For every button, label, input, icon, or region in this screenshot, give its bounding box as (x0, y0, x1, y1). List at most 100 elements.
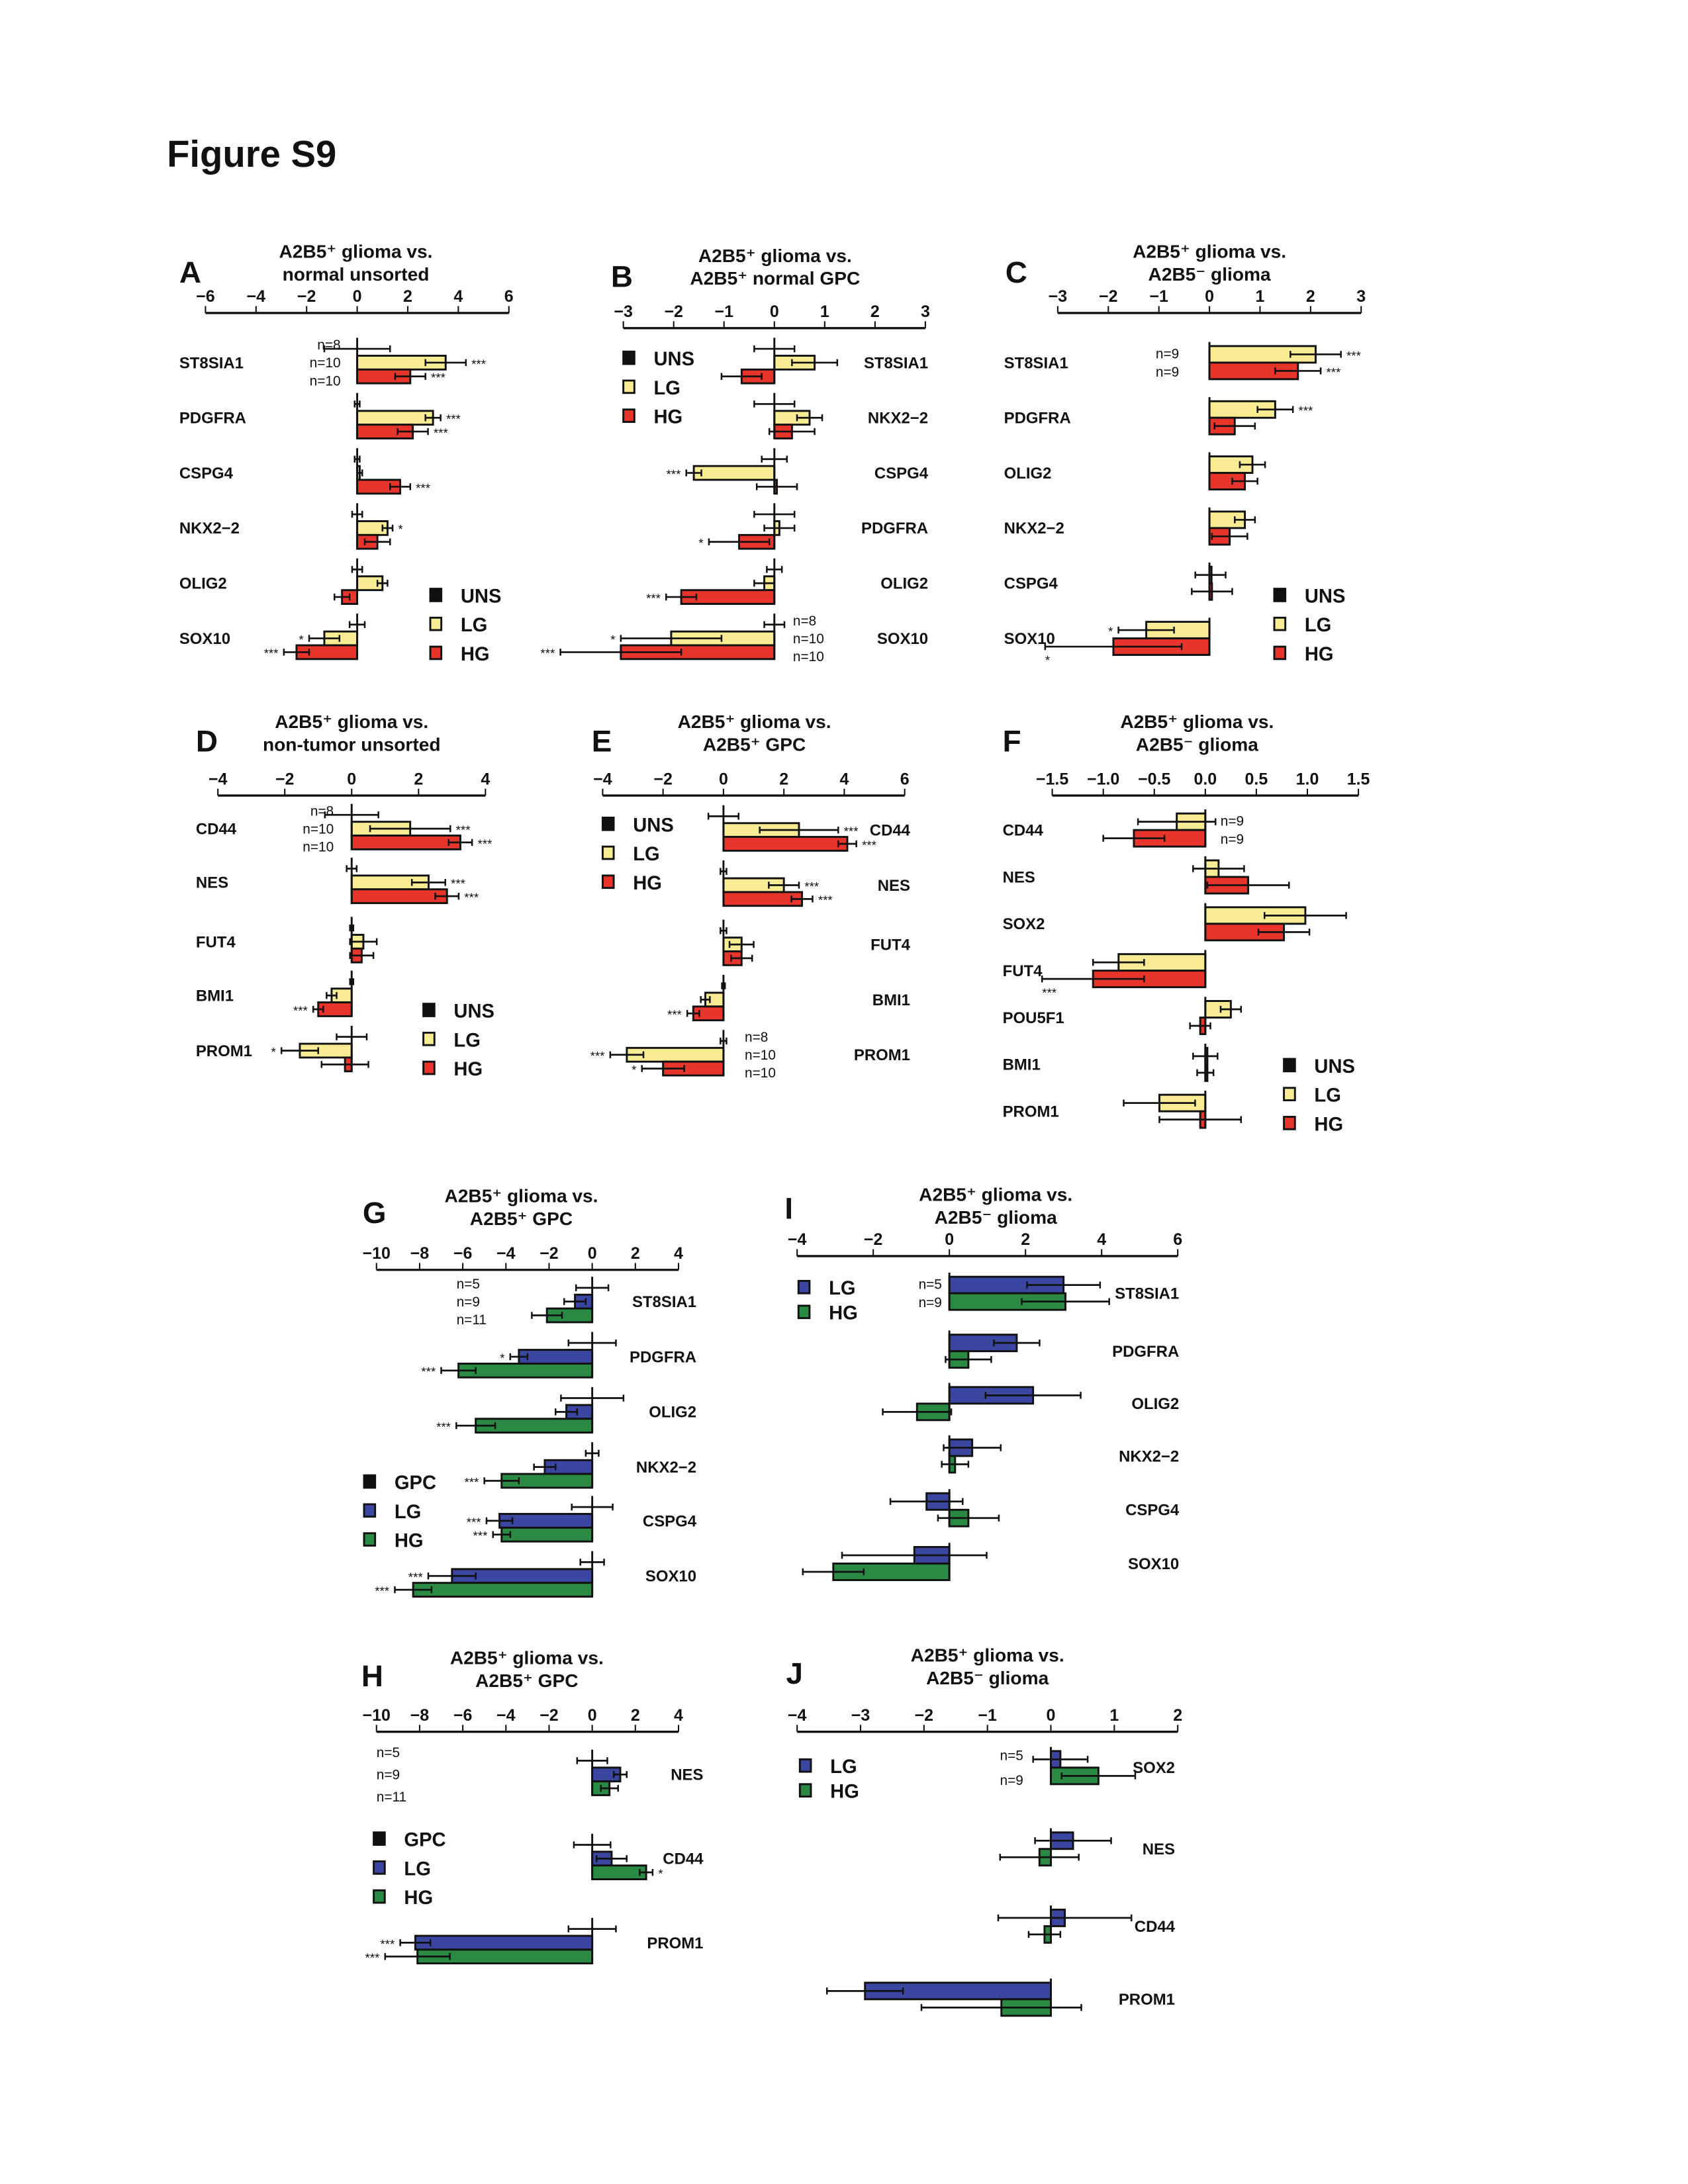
panel-g: G A2B5⁺ glioma vs.A2B5⁺ GPC −10 −8 −6 −4 −2 0 2 4… (363, 1186, 697, 1598)
category-group: CSPG4 (1004, 563, 1233, 601)
significance-marker: *** (1298, 404, 1313, 418)
panel-title: A2B5⁺ GPC (703, 734, 806, 754)
category-group: OLIG2 (882, 1383, 1179, 1422)
error-bar (384, 1953, 451, 1960)
error-bar (531, 1312, 563, 1319)
error-bar (1263, 912, 1347, 919)
category-label: SOX2 (1133, 1759, 1175, 1777)
error-bar (1206, 882, 1290, 889)
panel-title: A2B5⁺ glioma vs. (445, 1186, 598, 1206)
x-tick-label: 4 (674, 1706, 683, 1725)
n-label: n=8 (745, 1030, 768, 1045)
panel-title: A2B5⁺ glioma vs. (275, 711, 428, 732)
x-tick-label: 2 (403, 287, 412, 306)
error-bar (434, 892, 460, 900)
category-label: PDGFRA (1004, 410, 1071, 428)
x-tick-label: −1.0 (1087, 770, 1119, 788)
category-label: CD44 (663, 1850, 704, 1868)
category-label: NES (671, 1766, 703, 1784)
error-bar (394, 1586, 433, 1594)
panel-letter: A (179, 255, 201, 289)
category-label: SOX10 (179, 630, 230, 648)
legend-swatch (422, 1003, 436, 1017)
category-label: CSPG4 (179, 465, 234, 482)
x-tick-label: 2 (631, 1706, 640, 1725)
x-tick-label: −2 (1099, 287, 1118, 306)
panel-title: A2B5⁺ GPC (470, 1208, 573, 1229)
category-label: OLIG2 (1131, 1395, 1179, 1413)
error-bar (349, 952, 375, 959)
x-tick-label: 3 (921, 302, 930, 321)
error-bar (1027, 1931, 1062, 1938)
error-bar (1021, 1298, 1110, 1305)
x-tick-label: −2 (297, 287, 316, 306)
error-bar (686, 1010, 700, 1017)
x-tick-label: 6 (504, 287, 514, 306)
category-group: ST8SIA1 (948, 1272, 1179, 1311)
n-label: n=11 (377, 1790, 406, 1805)
legend-swatch (1273, 588, 1287, 602)
category-group: CD44****** (707, 805, 911, 852)
panel-j: J A2B5⁺ glioma vs. A2B5⁻ glioma −4 −3 −2 −1 0 1 2… (786, 1645, 1182, 2017)
category-group: PROM1 ****** (365, 1917, 704, 1965)
error-bar (1189, 1022, 1211, 1030)
error-bar (641, 1065, 685, 1072)
legend-swatch (363, 1474, 377, 1489)
x-tick-label: −4 (788, 1706, 807, 1725)
error-bar (639, 1868, 654, 1876)
significance-marker: *** (844, 825, 859, 839)
x-tick-label: 4 (674, 1244, 683, 1263)
error-bar (1234, 516, 1256, 523)
category-label: CD44 (1135, 1918, 1176, 1936)
error-bar (600, 1784, 620, 1792)
bar-hg (591, 1864, 647, 1881)
category-group: CSPG4 ****** (467, 1496, 697, 1543)
category-group: OLIG2 (179, 558, 389, 605)
category-group: PROM1 * (196, 1026, 369, 1073)
category-group: NES ****** (196, 857, 479, 905)
significance-marker: *** (436, 1420, 451, 1434)
error-bar (768, 428, 816, 435)
significance-marker: *** (1326, 365, 1340, 379)
x-tick-label: 0.5 (1245, 770, 1268, 788)
panel-letter: G (363, 1196, 387, 1230)
category-group: PROM1 (1003, 1090, 1243, 1129)
legend-label: HG (461, 644, 490, 665)
x-tick-label: 1 (1256, 287, 1265, 306)
error-bar (447, 839, 473, 846)
category-label: NES (1143, 1841, 1175, 1858)
error-bar (620, 635, 723, 642)
significance-marker: *** (446, 412, 461, 426)
bar-hg (350, 835, 461, 850)
x-tick-label: −6 (453, 1244, 473, 1263)
significance-marker: * (500, 1351, 504, 1365)
error-bar (1117, 626, 1175, 634)
error-bar (920, 2004, 1082, 2011)
significance-marker: *** (365, 1951, 380, 1965)
category-label: FUT4 (196, 933, 236, 951)
error-bar (943, 1444, 1002, 1451)
panel-a: A A2B5⁺ glioma vs.normal unsorted −6 −4 −2 0 2… (179, 242, 514, 665)
category-group: SOX10 (802, 1543, 1179, 1581)
bar-hg (457, 1362, 594, 1379)
category-group: POU5F1 (1003, 997, 1243, 1035)
significance-marker: *** (667, 1008, 682, 1022)
error-bar (1092, 958, 1145, 966)
error-bar (1060, 1772, 1137, 1780)
legend-swatch (601, 816, 615, 831)
panel-letter: I (784, 1192, 793, 1226)
x-tick-label: 4 (839, 770, 849, 788)
error-bar (1102, 835, 1166, 842)
x-tick-label: 0 (588, 1244, 597, 1263)
category-label: CD44 (196, 820, 237, 838)
legend-label: LG (654, 378, 681, 399)
legend-swatch (429, 588, 443, 602)
category-label: ST8SIA1 (864, 354, 928, 372)
category-label: CD44 (1003, 822, 1044, 840)
category-group: FUT4 (196, 917, 378, 964)
error-bar (533, 1463, 557, 1471)
x-tick-label: 0 (719, 770, 728, 788)
error-bar (1192, 865, 1245, 872)
error-bar (440, 1367, 477, 1375)
n-label: n=10 (745, 1066, 776, 1081)
